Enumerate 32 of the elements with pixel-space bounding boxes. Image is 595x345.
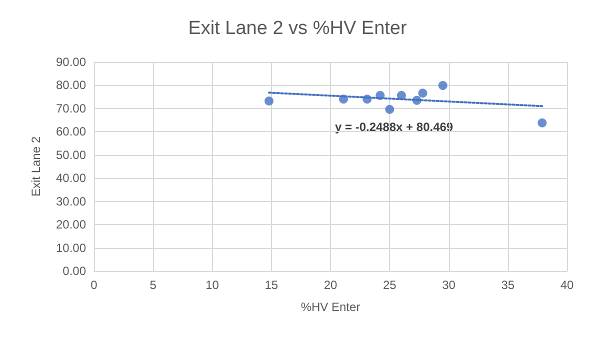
point [362, 94, 372, 104]
y-axis-title: Exit Lane 2 [29, 136, 43, 197]
point [376, 90, 385, 100]
chart-title: Exit Lane 2 vs %HV Enter [188, 18, 408, 39]
y-tick-label: 40.00 [56, 171, 86, 186]
x-tick-label: 20 [324, 278, 338, 292]
x-tick-label: 10 [206, 278, 220, 292]
y-tick-label: 60.00 [56, 124, 86, 139]
x-tick-label: 5 [150, 278, 157, 292]
x-tick-label: 40 [560, 278, 574, 292]
x-axis-title: %HV Enter [300, 300, 360, 314]
point [438, 80, 448, 90]
point [339, 94, 348, 104]
x-tick-label: 0 [90, 278, 98, 292]
y-tick-label: 70.00 [56, 101, 86, 116]
y-tick-label: 80.00 [56, 78, 86, 92]
y-tick-label: 20.00 [56, 218, 86, 232]
x-tick-label: 35 [501, 278, 515, 292]
y-tick-label: 50.00 [56, 148, 86, 162]
point [385, 104, 394, 114]
y-tick-label: 0.00 [62, 264, 86, 278]
point [418, 88, 428, 98]
y-tick-label: 10.00 [56, 240, 86, 255]
point [264, 96, 274, 106]
x-tick-label: 25 [382, 278, 397, 292]
point [412, 96, 422, 105]
x-tick-label: 30 [442, 278, 456, 292]
point [538, 118, 547, 128]
y-tick-label: 90.00 [56, 55, 86, 69]
x-tick-label: 15 [264, 278, 278, 292]
point [396, 90, 406, 100]
y-tick-label: 30.00 [56, 194, 86, 208]
